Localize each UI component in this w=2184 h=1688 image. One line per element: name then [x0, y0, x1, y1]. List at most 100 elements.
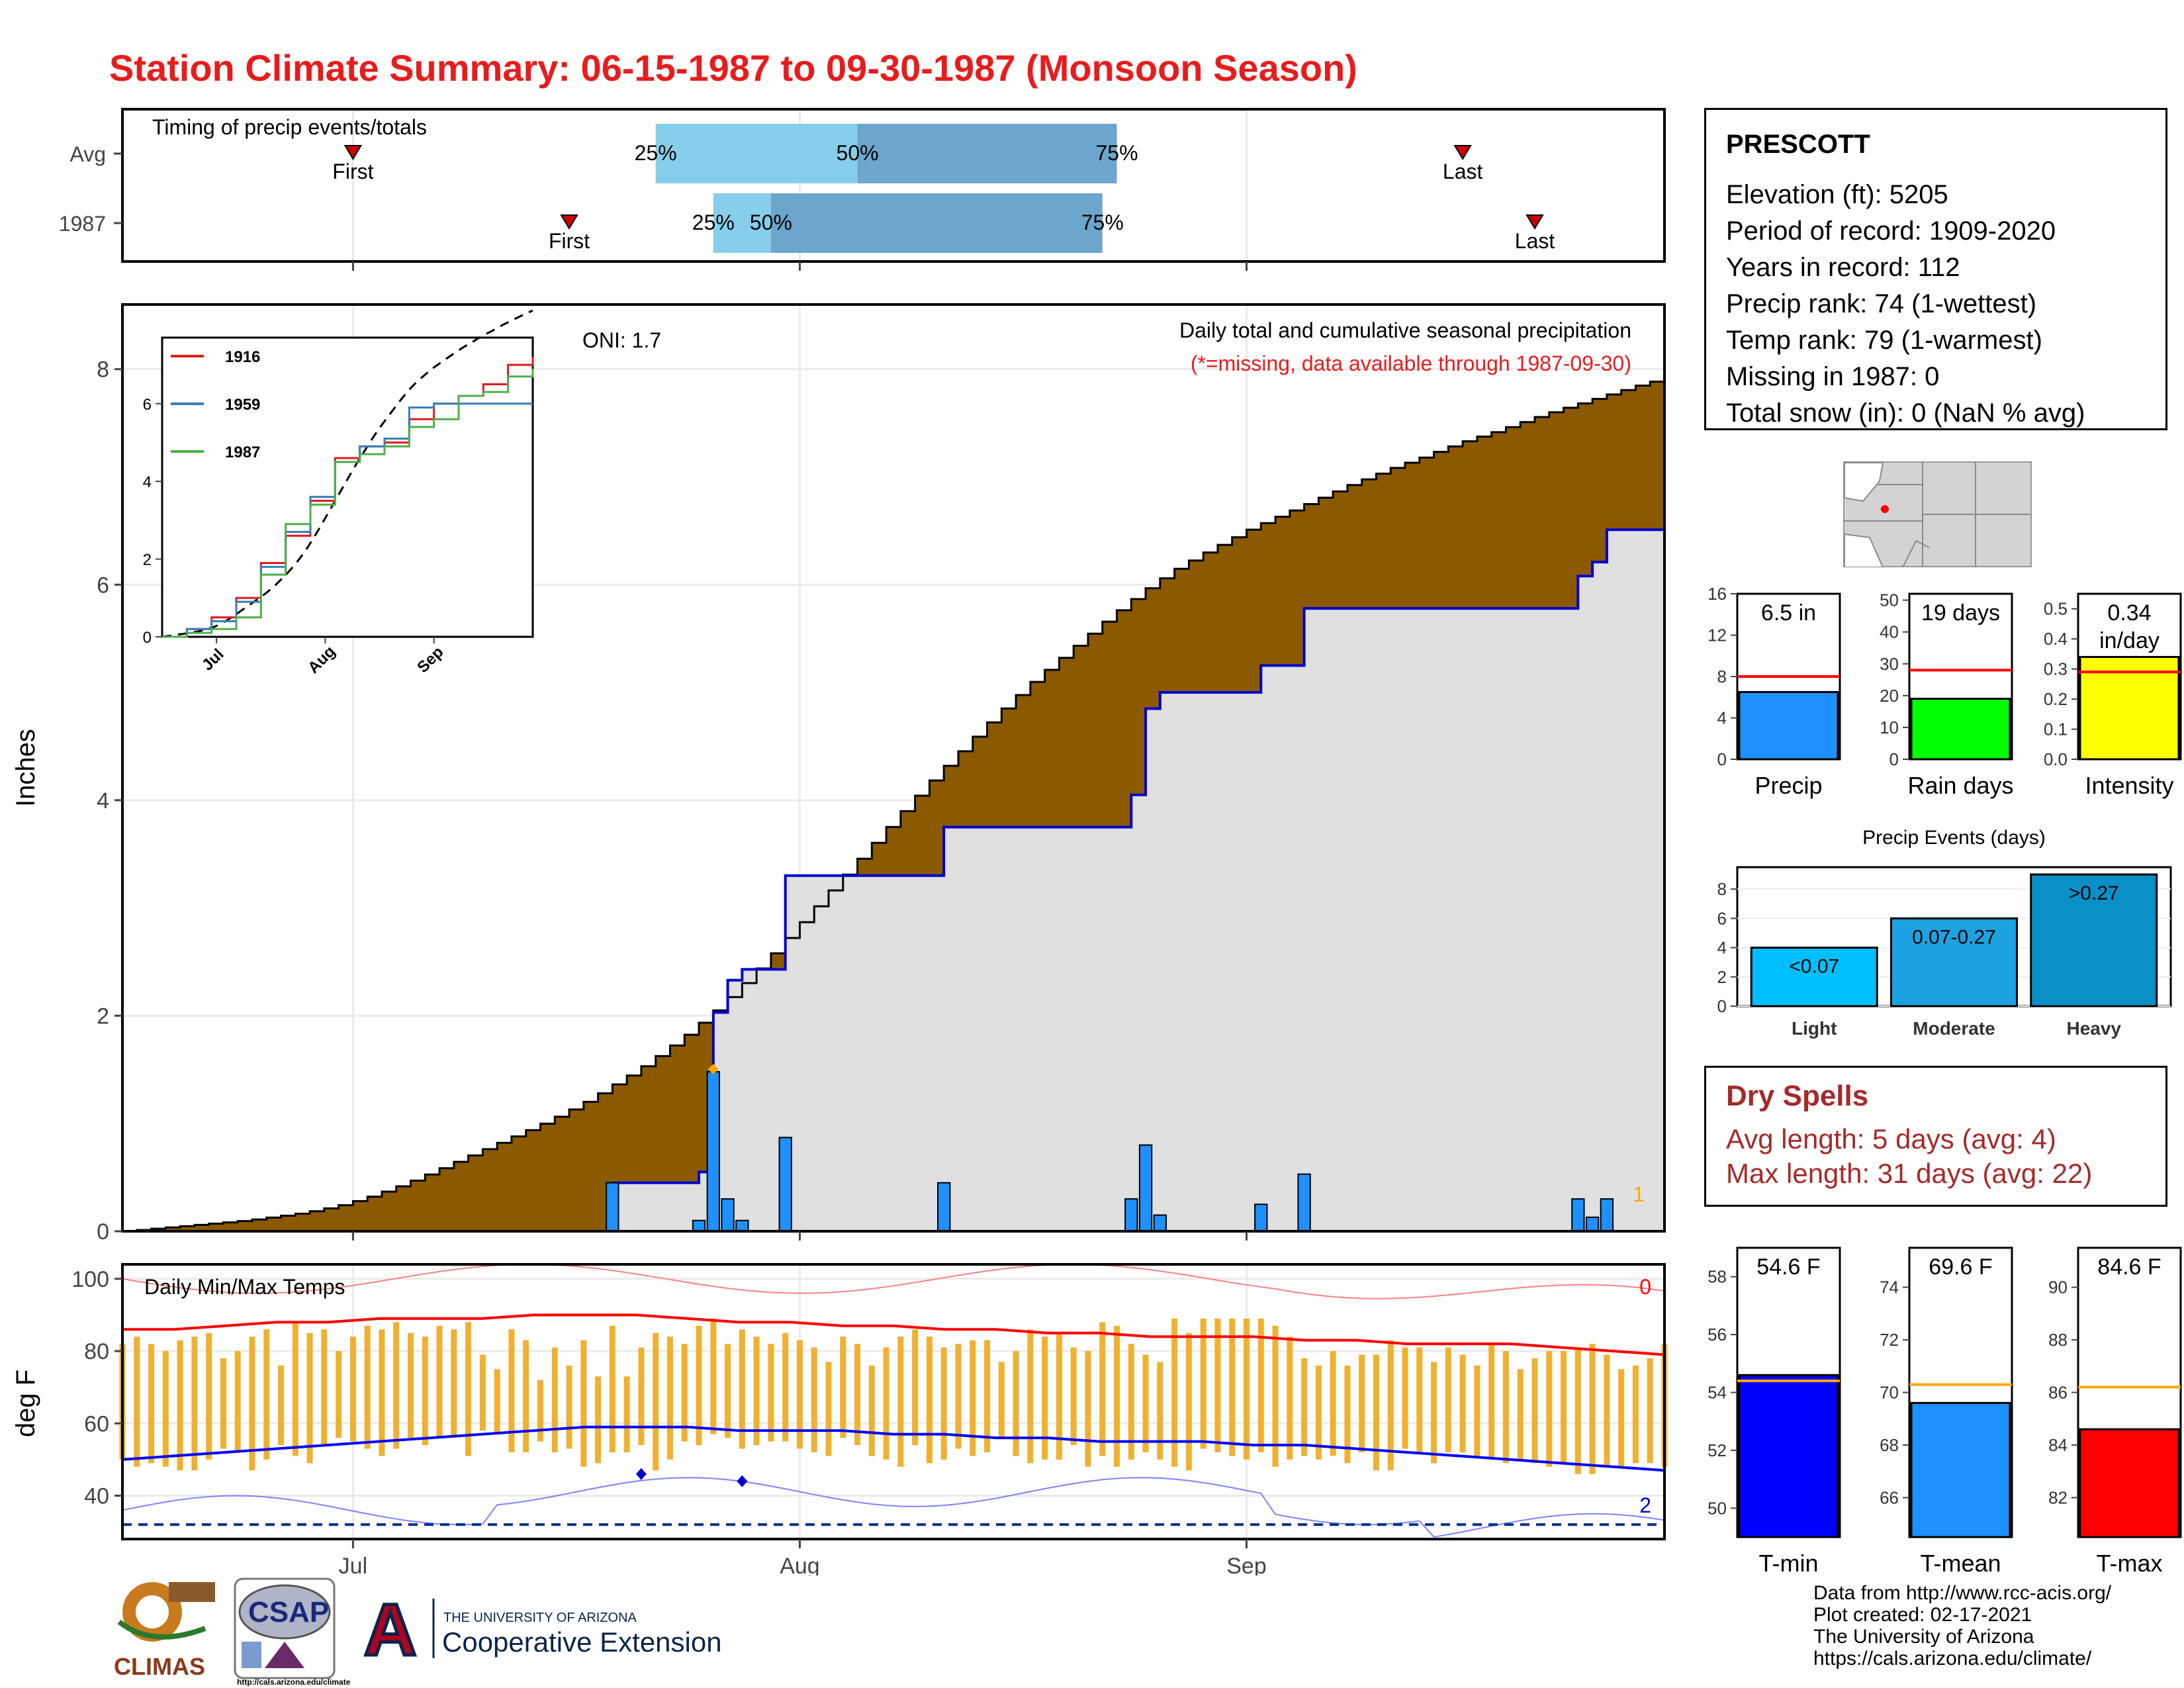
summary-ytick-label: 20	[1880, 686, 1899, 706]
temp-daily-bar	[1056, 1333, 1062, 1460]
ua-logo: A THE UNIVERSITY OF ARIZONA Cooperative …	[361, 1588, 722, 1673]
temp-daily-bar	[1042, 1336, 1048, 1460]
summary-label: Rain days	[1907, 772, 2013, 799]
credits-url: https://cals.arizona.edu/climate/	[1813, 1648, 2092, 1669]
summary-ytick-label: 40	[1880, 622, 1899, 642]
events-ytick-label: 2	[1717, 967, 1727, 987]
temp-daily-bar	[970, 1340, 976, 1456]
temp-record-marker	[635, 1468, 647, 1480]
temp-daily-bar	[1301, 1358, 1308, 1456]
timing-row-label: 1987	[59, 212, 106, 236]
summary-ytick-label: 8	[1717, 667, 1727, 686]
temp-daily-bar	[998, 1362, 1005, 1438]
summary-ytick-label: 52	[1707, 1440, 1727, 1460]
temp-daily-bar	[710, 1318, 717, 1434]
summary-ytick-label: 58	[1707, 1267, 1727, 1287]
timing-label-p75: 75%	[1081, 211, 1124, 234]
precip-daily-bar	[1297, 1173, 1311, 1233]
temp-daily-bar	[1531, 1358, 1538, 1464]
station-years: Years in record: 112	[1726, 253, 1960, 282]
events-ytick-label: 6	[1717, 908, 1727, 928]
summary-ytick-label: 50	[1880, 590, 1899, 610]
temp-record-min-line	[122, 1477, 1665, 1538]
temp-daily-bar	[177, 1340, 183, 1471]
summary-value-text: 6.5 in	[1761, 600, 1816, 626]
temp-count-max: 0	[1639, 1275, 1651, 1299]
summary-ytick-label: 86	[2048, 1383, 2068, 1403]
summary-label: T-mean	[1920, 1550, 2001, 1575]
temp-daily-bar	[811, 1347, 817, 1452]
temp-xtick-label: Sep	[1226, 1554, 1267, 1575]
temp-ytick-label: 80	[84, 1339, 109, 1364]
summary-ytick-label: 82	[2048, 1487, 2068, 1507]
ua-logo-line2: Cooperative Extension	[442, 1626, 722, 1658]
temp-daily-bar	[451, 1329, 457, 1438]
summary-bar	[2079, 655, 2180, 761]
precip-ytick-label: 0	[97, 1219, 109, 1244]
summary-value-text: 54.6 F	[1756, 1254, 1820, 1280]
station-elevation: Elevation (ft): 5205	[1726, 180, 1948, 209]
timing-label-p50: 50%	[750, 211, 792, 234]
credits-university: The University of Arizona	[1813, 1626, 2034, 1648]
timing-marker-last	[1453, 145, 1472, 160]
inset-xtick-label: Aug	[304, 643, 339, 677]
temp-daily-bar	[984, 1340, 991, 1452]
precip-daily-bar	[735, 1219, 749, 1233]
summary-bar	[1910, 1401, 2011, 1538]
temp-daily-bar	[1546, 1351, 1553, 1467]
precip-avg-cumulative-line	[122, 377, 1666, 1233]
precip-daily-bar	[1153, 1214, 1167, 1233]
summary-ytick-label: 50	[1707, 1498, 1727, 1518]
summary-label: Intensity	[2085, 772, 2173, 799]
temp-daily-bar	[739, 1329, 745, 1449]
inset-ytick-label: 4	[143, 473, 152, 491]
temp-daily-bar	[883, 1347, 889, 1460]
chart-title: Station Climate Summary: 06-15-1987 to 0…	[109, 47, 1357, 89]
temp-daily-bar	[666, 1336, 673, 1460]
inset-ytick-label: 6	[143, 396, 152, 414]
temp-daily-bar	[1287, 1336, 1293, 1460]
credits-data-source: Data from http://www.rcc-acis.org/	[1813, 1582, 2112, 1604]
temp-daily-bar	[364, 1325, 371, 1449]
summary-label: T-max	[2096, 1550, 2162, 1575]
timing-marker-first	[343, 145, 363, 160]
csap-logo-url: http://cals.arizona.edu/climate	[237, 1677, 351, 1687]
precip-max-marker	[707, 1064, 719, 1075]
temp-daily-bar	[393, 1322, 400, 1449]
precip-oni: ONI: 1.7	[582, 328, 661, 352]
inset-series-line	[162, 368, 534, 638]
precip-daily-bar	[1571, 1198, 1585, 1233]
temp-daily-bar	[206, 1333, 212, 1460]
temp-daily-bar	[162, 1351, 169, 1467]
temp-daily-bar	[696, 1325, 702, 1446]
temp-daily-bar	[840, 1336, 846, 1438]
station-snow: Total snow (in): 0 (NaN % avg)	[1726, 399, 2085, 428]
events-ytick-label: 4	[1717, 938, 1727, 958]
credits-plot-date: Plot created: 02-17-2021	[1813, 1604, 2032, 1626]
temp-daily-bar	[1604, 1354, 1610, 1467]
climas-logo: CLIMAS	[114, 1582, 215, 1680]
temp-daily-bar	[1142, 1354, 1149, 1452]
temp-daily-bar	[1416, 1347, 1423, 1452]
precip-daily-bar	[706, 1071, 720, 1233]
summary-value-text: 0.34	[2107, 600, 2151, 626]
summary-value-text: 19 days	[1921, 600, 2000, 626]
summary-ytick-label: 12	[1707, 626, 1727, 645]
summary-ytick-label: 74	[1880, 1278, 1899, 1297]
precip-corner-count: 1	[1633, 1182, 1645, 1206]
events-ytick-label: 8	[1717, 879, 1727, 899]
temp-daily-bar	[1315, 1365, 1322, 1460]
temp-daily-bar	[897, 1336, 904, 1467]
temp-daily-bar	[336, 1351, 342, 1438]
temp-daily-bar	[422, 1336, 428, 1446]
precip-daily-bar	[1585, 1216, 1600, 1232]
summary-ytick-label: 88	[2048, 1330, 2068, 1350]
summary-ytick-label: 66	[1880, 1487, 1899, 1507]
events-category-label: Light	[1792, 1018, 1837, 1039]
precip-frame	[121, 303, 1666, 1233]
precip-daily-bar	[1124, 1198, 1138, 1233]
summary-ytick-label: 0.4	[2044, 629, 2068, 649]
summary-label: Precip	[1754, 772, 1822, 799]
temp-daily-bar	[638, 1347, 645, 1446]
inset-legend-label: 1987	[225, 444, 260, 461]
